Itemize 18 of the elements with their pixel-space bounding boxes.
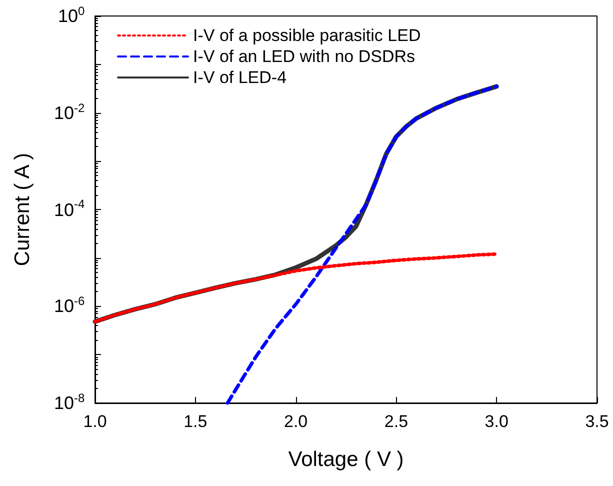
y-tick-label: 10$^{-6}$ (54, 294, 85, 318)
y-tick-label: 10$^{-2}$ (54, 100, 85, 125)
x-tick-label: 1.5 (184, 412, 208, 431)
y-axis-title: Current ( A ) (11, 152, 34, 266)
legend-label: I-V of LED-4 (193, 68, 287, 87)
legend-label: I-V of a possible parasitic LED (193, 26, 421, 45)
x-tick-label: 3.0 (484, 412, 508, 431)
line-series (226, 84, 498, 405)
x-tick-label: 2.5 (384, 412, 408, 431)
legend-label: I-V of an LED with no DSDRs (193, 47, 416, 66)
y-tick-label: 10$^{0}$ (58, 4, 85, 28)
x-tick-label: 2.0 (284, 412, 308, 431)
x-tick-label: 3.5 (585, 412, 609, 431)
line-series (93, 252, 498, 324)
x-tick-label: 1.0 (83, 412, 107, 431)
y-tick-label: 10$^{-4}$ (54, 197, 85, 222)
y-tick-label: 10$^{-8}$ (54, 390, 85, 415)
x-axis-title: Voltage ( V ) (288, 448, 404, 471)
